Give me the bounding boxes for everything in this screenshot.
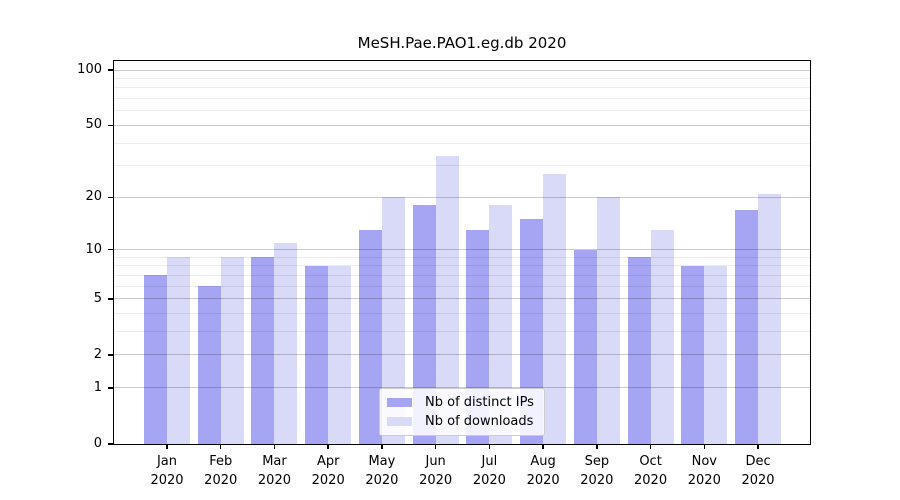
x-tick-label-apr: Apr 2020 (311, 454, 345, 488)
y-tick-label-50: 50 (85, 117, 102, 133)
x-tick-label-dec: Dec 2020 (741, 454, 775, 488)
y-tick-label-2: 2 (93, 346, 102, 362)
x-tick-label-aug: Aug 2020 (526, 454, 560, 488)
gridline-80 (114, 87, 810, 89)
legend-label-downloads: Nb of downloads (425, 414, 534, 429)
bar-distinct-ips-may (358, 230, 382, 444)
y-tick-mark-20 (108, 196, 114, 199)
bar-downloads-aug (543, 173, 567, 444)
bar-downloads-nov (704, 265, 728, 444)
x-tick-label-sep: Sep 2020 (580, 454, 614, 488)
bar-downloads-jan (167, 257, 190, 444)
legend-entry-distinct-ips: Nb of distinct IPs (387, 395, 537, 410)
x-tick-label-jun: Jun 2020 (419, 454, 453, 488)
x-tick-mark-sep (596, 444, 598, 449)
y-tick-label-5: 5 (93, 290, 102, 306)
legend-swatch-downloads (387, 417, 412, 426)
x-tick-mark-mar (273, 444, 276, 449)
bar-downloads-mar (274, 242, 298, 444)
plot-area: Nb of distinct IPs Nb of downloads (113, 60, 811, 445)
bar-downloads-apr (328, 265, 352, 444)
bar-downloads-may (381, 197, 405, 444)
x-tick-label-may: May 2020 (365, 454, 399, 488)
x-tick-mark-dec (757, 444, 759, 449)
y-tick-label-0: 0 (93, 436, 102, 451)
gridline-100 (114, 69, 810, 71)
x-tick-mark-apr (327, 444, 329, 449)
legend: Nb of distinct IPs Nb of downloads (379, 388, 545, 436)
y-tick-label-10: 10 (85, 241, 102, 257)
bar-distinct-ips-sep (573, 249, 597, 444)
x-tick-mark-jul (488, 444, 491, 449)
gridline-50 (114, 124, 810, 126)
x-tick-label-nov: Nov 2020 (687, 454, 721, 488)
gridline-30 (114, 165, 810, 167)
y-tick-label-100: 100 (77, 62, 102, 77)
bar-downloads-jul (489, 205, 513, 444)
y-tick-mark-10 (108, 248, 114, 251)
bar-distinct-ips-aug (520, 219, 544, 444)
x-tick-mark-nov (703, 444, 706, 449)
y-tick-mark-0 (108, 443, 114, 445)
x-tick-mark-feb (219, 444, 222, 449)
y-tick-label-20: 20 (85, 189, 102, 205)
bar-distinct-ips-jun (412, 205, 436, 444)
gridline-90 (114, 77, 810, 79)
y-tick-label-1: 1 (93, 379, 102, 395)
y-tick-mark-50 (108, 124, 114, 127)
x-tick-mark-oct (649, 444, 652, 449)
bar-downloads-sep (596, 197, 620, 444)
legend-label-distinct-ips: Nb of distinct IPs (425, 395, 534, 410)
bar-distinct-ips-nov (681, 265, 705, 444)
bar-downloads-dec (758, 193, 782, 444)
gridline-70 (114, 98, 810, 100)
x-tick-label-mar: Mar 2020 (257, 454, 291, 488)
bar-distinct-ips-mar (251, 257, 275, 444)
bar-distinct-ips-apr (305, 265, 329, 444)
legend-entry-downloads: Nb of downloads (387, 414, 537, 429)
y-tick-mark-2 (108, 354, 114, 356)
x-tick-label-feb: Feb 2020 (204, 454, 238, 488)
gridline-20 (114, 196, 810, 198)
x-tick-mark-may (381, 444, 383, 449)
gridline-10 (114, 249, 810, 251)
bar-distinct-ips-oct (627, 257, 651, 444)
x-tick-mark-jan (166, 444, 168, 449)
bar-distinct-ips-jan (144, 275, 167, 444)
bar-downloads-jun (435, 155, 459, 444)
x-tick-label-jul: Jul 2020 (472, 454, 506, 488)
bar-downloads-oct (650, 230, 674, 444)
chart-title: MeSH.Pae.PAO1.eg.db 2020 (357, 34, 567, 52)
x-tick-label-jan: Jan 2020 (150, 454, 184, 488)
gridline-40 (114, 142, 810, 144)
x-tick-mark-aug (542, 444, 544, 449)
gridline-60 (114, 110, 810, 112)
y-tick-mark-5 (108, 298, 114, 300)
bar-distinct-ips-feb (197, 286, 221, 444)
legend-swatch-distinct-ips (387, 398, 412, 407)
bar-distinct-ips-dec (735, 209, 759, 444)
bar-downloads-feb (220, 257, 244, 444)
y-tick-mark-100 (108, 69, 114, 71)
x-tick-mark-jun (434, 444, 437, 449)
gridline-9 (114, 256, 810, 258)
x-tick-label-oct: Oct 2020 (634, 454, 668, 488)
y-tick-mark-1 (108, 387, 114, 389)
